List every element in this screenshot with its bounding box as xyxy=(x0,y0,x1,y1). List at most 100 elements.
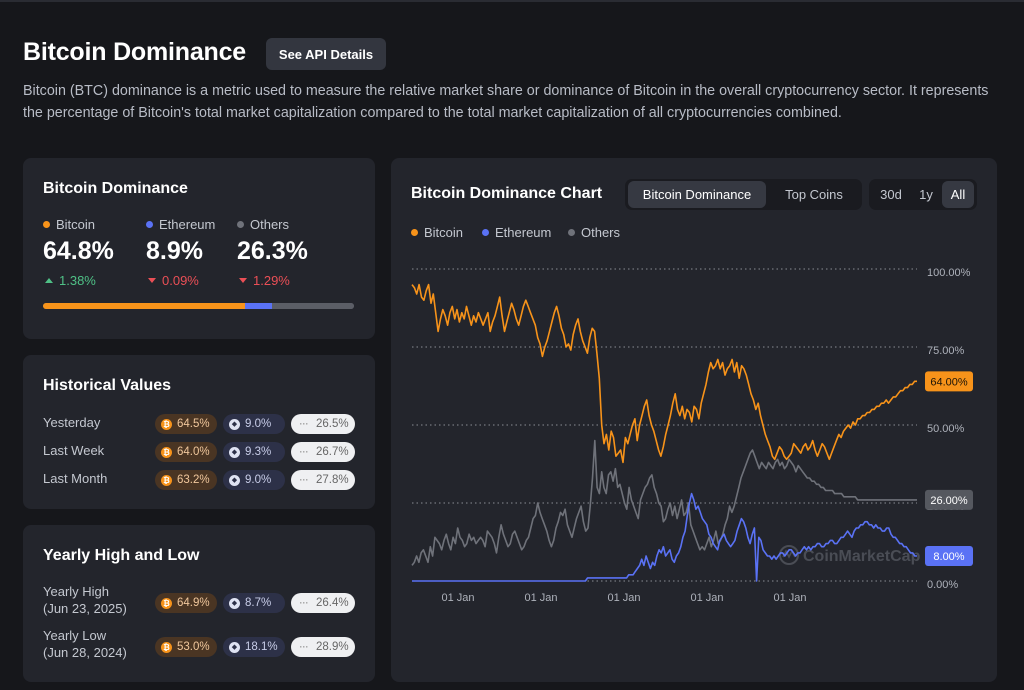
historical-others-pill: ··· 26.5% xyxy=(291,414,355,434)
yearly-eth-pill: ◆ 8.7% xyxy=(223,593,285,613)
more-dots-icon: ··· xyxy=(299,419,309,429)
dominance-card-title: Bitcoin Dominance xyxy=(43,180,188,197)
more-dots-icon: ··· xyxy=(299,475,309,485)
ethereum-icon: ◆ xyxy=(229,418,240,430)
chart-legend-others: Others xyxy=(568,225,620,240)
range-30d-button[interactable]: 30d xyxy=(880,187,902,202)
historical-eth-value: 9.0% xyxy=(245,418,272,430)
share-bar-ethereum xyxy=(244,303,273,309)
yearly-low-date: (Jun 28, 2024) xyxy=(43,645,127,660)
historical-btc-value: 63.2% xyxy=(177,474,210,486)
top-divider xyxy=(0,0,1024,2)
bitcoin-icon: ₿ xyxy=(161,597,172,609)
historical-eth-pill: ◆ 9.0% xyxy=(223,414,285,434)
historical-eth-pill: ◆ 9.3% xyxy=(223,442,285,462)
chart-view-tabs: Bitcoin Dominance Top Coins xyxy=(625,179,862,210)
historical-row-label: Yesterday xyxy=(43,415,101,430)
chart-title: Bitcoin Dominance Chart xyxy=(411,185,603,202)
yearly-btc-value: 53.0% xyxy=(177,641,210,653)
ethereum-icon: ◆ xyxy=(229,446,240,458)
dominance-legend-bitcoin: Bitcoin xyxy=(43,217,95,232)
bitcoin-icon: ₿ xyxy=(161,446,172,458)
ethereum-change-value: 0.09% xyxy=(162,273,199,288)
yearly-others-value: 28.9% xyxy=(316,641,349,653)
more-dots-icon: ··· xyxy=(299,447,309,457)
bitcoin-dot-icon xyxy=(43,221,50,228)
bitcoin-icon: ₿ xyxy=(161,641,172,653)
see-api-details-button[interactable]: See API Details xyxy=(266,38,386,70)
historical-others-pill: ··· 26.7% xyxy=(291,442,355,462)
yearly-btc-pill: ₿ 64.9% xyxy=(155,593,217,613)
share-bar-others xyxy=(272,303,354,309)
page-title: Bitcoin Dominance xyxy=(23,38,247,66)
range-selector: 30d 1y All xyxy=(869,179,977,210)
ethereum-icon: ◆ xyxy=(229,474,240,486)
others-change-value: 1.29% xyxy=(253,273,290,288)
yearly-high-low-title: Yearly High and Low xyxy=(43,547,200,564)
historical-btc-pill: ₿ 63.2% xyxy=(155,470,217,490)
share-bar-bitcoin xyxy=(43,303,245,309)
chart-legend-ethereum-label: Ethereum xyxy=(495,225,552,240)
ethereum-icon: ◆ xyxy=(229,597,240,609)
yearly-row-label: Yearly High (Jun 23, 2025) xyxy=(43,583,127,617)
bitcoin-icon: ₿ xyxy=(161,474,172,486)
tab-bitcoin-dominance[interactable]: Bitcoin Dominance xyxy=(628,181,766,208)
chart-legend-bitcoin-label: Bitcoin xyxy=(424,225,464,240)
dominance-legend-bitcoin-label: Bitcoin xyxy=(56,217,96,232)
others-dot-icon xyxy=(568,229,575,236)
bitcoin-icon: ₿ xyxy=(161,418,172,430)
others-change: 1.29% xyxy=(239,273,290,288)
historical-values-title: Historical Values xyxy=(43,377,172,394)
page-description: Bitcoin (BTC) dominance is a metric used… xyxy=(23,83,989,121)
historical-row-label: Last Week xyxy=(43,443,105,458)
dominance-share-bar xyxy=(43,303,354,309)
dominance-legend-ethereum-label: Ethereum xyxy=(159,217,216,232)
yearly-eth-pill: ◆ 18.1% xyxy=(223,637,285,657)
historical-eth-pill: ◆ 9.0% xyxy=(223,470,285,490)
dominance-legend-ethereum: Ethereum xyxy=(146,217,215,232)
yearly-eth-value: 8.7% xyxy=(245,597,272,609)
historical-eth-value: 9.3% xyxy=(245,446,272,458)
historical-others-value: 27.8% xyxy=(316,474,349,486)
dominance-legend-others-label: Others xyxy=(250,217,290,232)
yearly-btc-pill: ₿ 53.0% xyxy=(155,637,217,657)
historical-row-label: Last Month xyxy=(43,471,108,486)
ethereum-icon: ◆ xyxy=(229,641,240,653)
ethereum-dot-icon xyxy=(482,229,489,236)
triangle-down-icon xyxy=(239,278,247,283)
historical-others-value: 26.7% xyxy=(316,446,349,458)
historical-btc-value: 64.0% xyxy=(177,446,210,458)
yearly-btc-value: 64.9% xyxy=(177,597,210,609)
yearly-high-label: Yearly High xyxy=(43,584,110,599)
historical-eth-value: 9.0% xyxy=(245,474,272,486)
bitcoin-dominance-value: 64.8% xyxy=(43,237,114,265)
yearly-others-value: 26.4% xyxy=(316,597,349,609)
historical-btc-value: 64.5% xyxy=(177,418,210,430)
chart-legend-bitcoin: Bitcoin xyxy=(411,225,463,240)
ethereum-change: 0.09% xyxy=(148,273,199,288)
historical-btc-pill: ₿ 64.0% xyxy=(155,442,217,462)
chart-legend-others-label: Others xyxy=(581,225,621,240)
dominance-legend-others: Others xyxy=(237,217,289,232)
triangle-down-icon xyxy=(148,278,156,283)
bitcoin-change: 1.38% xyxy=(45,273,96,288)
ethereum-dot-icon xyxy=(146,221,153,228)
yearly-eth-value: 18.1% xyxy=(245,641,278,653)
triangle-up-icon xyxy=(45,278,53,283)
yearly-low-label: Yearly Low xyxy=(43,628,107,643)
historical-btc-pill: ₿ 64.5% xyxy=(155,414,217,434)
more-dots-icon: ··· xyxy=(299,598,309,608)
others-dot-icon xyxy=(237,221,244,228)
others-dominance-value: 26.3% xyxy=(237,237,308,265)
chart-legend-ethereum: Ethereum xyxy=(482,225,551,240)
yearly-others-pill: ··· 26.4% xyxy=(291,593,355,613)
bitcoin-change-value: 1.38% xyxy=(59,273,96,288)
yearly-row-label: Yearly Low (Jun 28, 2024) xyxy=(43,627,127,661)
range-all-button[interactable]: All xyxy=(942,181,974,208)
ethereum-dominance-value: 8.9% xyxy=(146,237,203,265)
yearly-high-date: (Jun 23, 2025) xyxy=(43,601,127,616)
tab-top-coins[interactable]: Top Coins xyxy=(785,187,843,202)
yearly-others-pill: ··· 28.9% xyxy=(291,637,355,657)
range-1y-button[interactable]: 1y xyxy=(919,187,933,202)
bitcoin-dot-icon xyxy=(411,229,418,236)
